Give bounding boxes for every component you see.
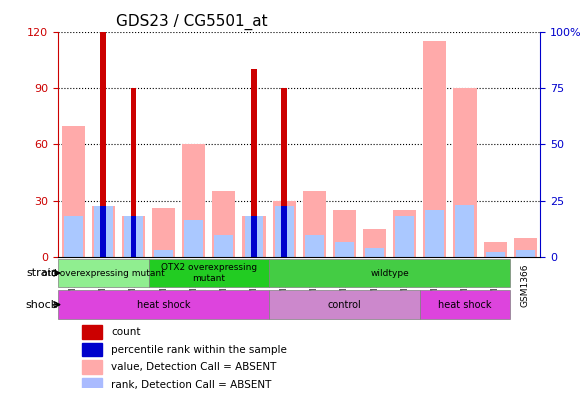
Text: OTX2 overexpressing
mutant: OTX2 overexpressing mutant [161, 263, 257, 283]
Bar [184, 220, 203, 257]
Text: wildtype: wildtype [370, 268, 409, 278]
Bar [275, 206, 293, 257]
Bar [83, 343, 102, 356]
Bar [64, 216, 83, 257]
Bar [335, 242, 354, 257]
Bar [303, 191, 326, 257]
FancyBboxPatch shape [58, 259, 149, 287]
Bar [83, 378, 102, 392]
Bar [453, 88, 476, 257]
Bar [516, 250, 535, 257]
Bar [483, 242, 507, 257]
Text: GDS23 / CG5501_at: GDS23 / CG5501_at [116, 14, 268, 30]
Bar [182, 145, 205, 257]
Text: percentile rank within the sample: percentile rank within the sample [111, 345, 287, 354]
FancyBboxPatch shape [269, 259, 510, 287]
FancyBboxPatch shape [269, 290, 420, 319]
Bar [154, 250, 173, 257]
FancyBboxPatch shape [420, 290, 510, 319]
Bar [305, 235, 324, 257]
Text: strain: strain [26, 268, 58, 278]
Text: count: count [111, 327, 141, 337]
Bar [122, 216, 145, 257]
Bar [281, 88, 287, 257]
Bar [101, 32, 106, 257]
Bar [101, 206, 106, 257]
Bar [251, 216, 257, 257]
Bar [92, 206, 115, 257]
Text: shock: shock [26, 300, 58, 310]
Bar [395, 216, 414, 257]
Text: control: control [328, 300, 361, 310]
Bar [251, 69, 257, 257]
Bar [425, 210, 444, 257]
Bar [363, 229, 386, 257]
Bar [152, 208, 175, 257]
FancyBboxPatch shape [58, 290, 269, 319]
FancyBboxPatch shape [149, 259, 269, 287]
Text: heat shock: heat shock [137, 300, 191, 310]
Text: heat shock: heat shock [438, 300, 492, 310]
Bar [245, 216, 264, 257]
Bar [281, 206, 287, 257]
Bar [423, 41, 446, 257]
Bar [365, 248, 384, 257]
Text: otd overexpressing mutant: otd overexpressing mutant [42, 268, 164, 278]
Bar [212, 191, 235, 257]
Bar [456, 205, 475, 257]
Bar [124, 216, 143, 257]
Bar [242, 216, 266, 257]
Bar [333, 210, 356, 257]
Bar [486, 251, 505, 257]
Bar [131, 216, 137, 257]
Bar [393, 210, 417, 257]
Bar [131, 88, 137, 257]
Bar [272, 201, 296, 257]
Bar [514, 238, 537, 257]
Bar [62, 126, 85, 257]
Bar [94, 206, 113, 257]
Bar [83, 325, 102, 339]
Text: rank, Detection Call = ABSENT: rank, Detection Call = ABSENT [111, 380, 271, 390]
Bar [83, 360, 102, 374]
Text: value, Detection Call = ABSENT: value, Detection Call = ABSENT [111, 362, 277, 372]
Bar [214, 235, 234, 257]
